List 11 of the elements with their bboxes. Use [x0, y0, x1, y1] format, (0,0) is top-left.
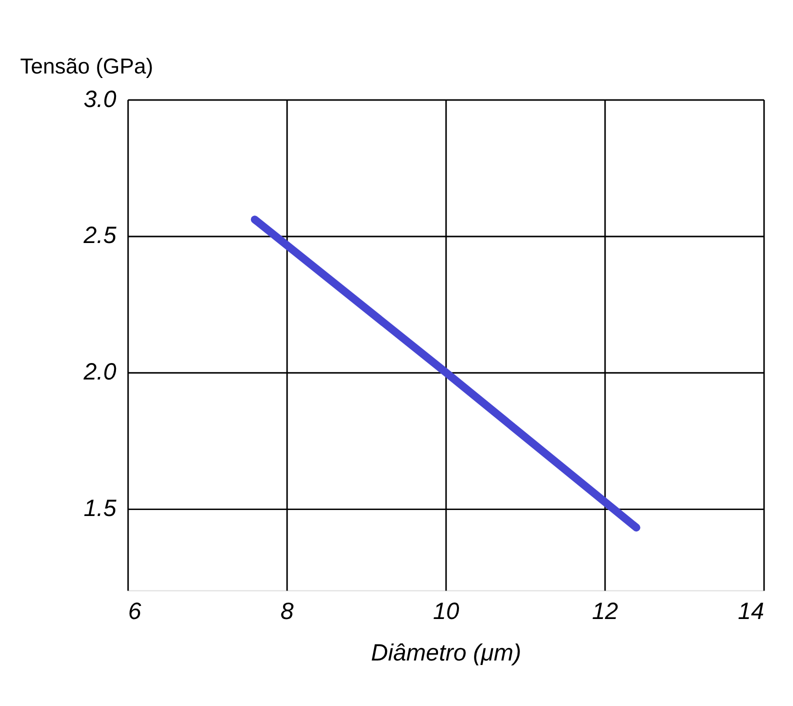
y-tick-label: 2.0: [82, 358, 116, 385]
x-axis-title: Diâmetro (μm): [370, 639, 522, 666]
y-axis-title: Tensão (GPa): [20, 54, 154, 79]
y-tick-label: 3.0: [84, 86, 116, 112]
x-tick-label: 6: [128, 598, 142, 624]
x-tick-label: 14: [738, 598, 764, 624]
y-tick-label: 1.5: [84, 494, 118, 521]
x-tick-label: 12: [592, 598, 618, 624]
y-tick-label: 2.5: [82, 222, 118, 248]
x-tick-label: 8: [280, 598, 294, 624]
x-tick-label: 10: [432, 598, 460, 624]
